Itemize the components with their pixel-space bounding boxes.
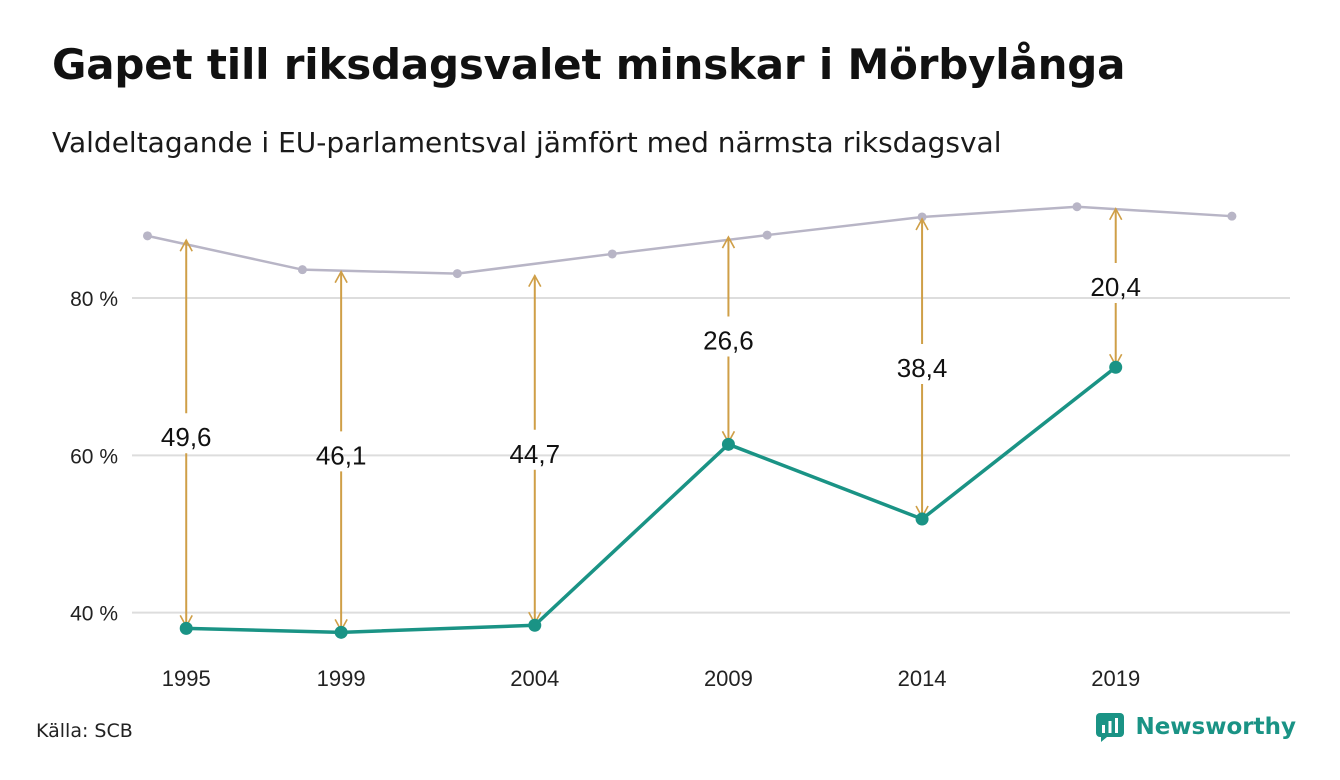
riksdag-point [297,265,307,275]
x-tick-label: 2014 [898,666,947,691]
newsworthy-logo-icon [1096,713,1125,742]
riksdag-point [607,249,617,259]
gap-label: 46,1 [316,440,367,470]
y-tick-label: 80 % [70,288,118,311]
riksdag-point [142,231,152,241]
y-tick-label: 60 % [70,445,118,468]
eu-point [179,621,193,635]
eu-point [915,512,929,526]
gap-label: 44,7 [509,439,560,469]
gap-arrows: 49,6 46,1 44,7 26,6 38,4 20,4 [161,207,1141,633]
x-tick-label: 2019 [1091,666,1140,691]
brand-name: Newsworthy [1135,714,1296,740]
brand-logo: Newsworthy [1095,712,1296,742]
eu-point [528,618,542,632]
riksdag-point [762,230,772,240]
y-axis-ticks: 40 % 60 % 80 % [70,288,118,626]
riksdag-line [147,205,1232,275]
source-note: Källa: SCB [36,720,133,742]
eu-series [179,360,1123,639]
riksdag-point [1227,211,1237,221]
x-tick-label: 2004 [510,666,559,691]
eu-point [1109,360,1123,374]
riksdag-point [452,269,462,279]
x-tick-label: 1999 [317,666,366,691]
eu-point [721,437,735,451]
y-tick-label: 40 % [70,603,118,626]
chart-title: Gapet till riksdagsvalet minskar i Mörby… [52,40,1126,89]
gap-label: 20,4 [1090,272,1141,302]
x-tick-label: 1995 [162,666,211,691]
x-axis-ticks: 1995 1999 2004 2009 2014 2019 [162,666,1140,691]
eu-point [334,625,348,639]
x-tick-label: 2009 [704,666,753,691]
grid-lines [132,297,1290,614]
chart-subtitle: Valdeltagande i EU-parlamentsval jämfört… [52,126,1002,159]
riksdag-point [1072,202,1082,212]
gap-label: 49,6 [161,422,212,452]
gap-label: 26,6 [703,325,754,355]
riksdag-series [142,202,1237,279]
gap-label: 38,4 [897,353,948,383]
eu-line [186,365,1117,635]
